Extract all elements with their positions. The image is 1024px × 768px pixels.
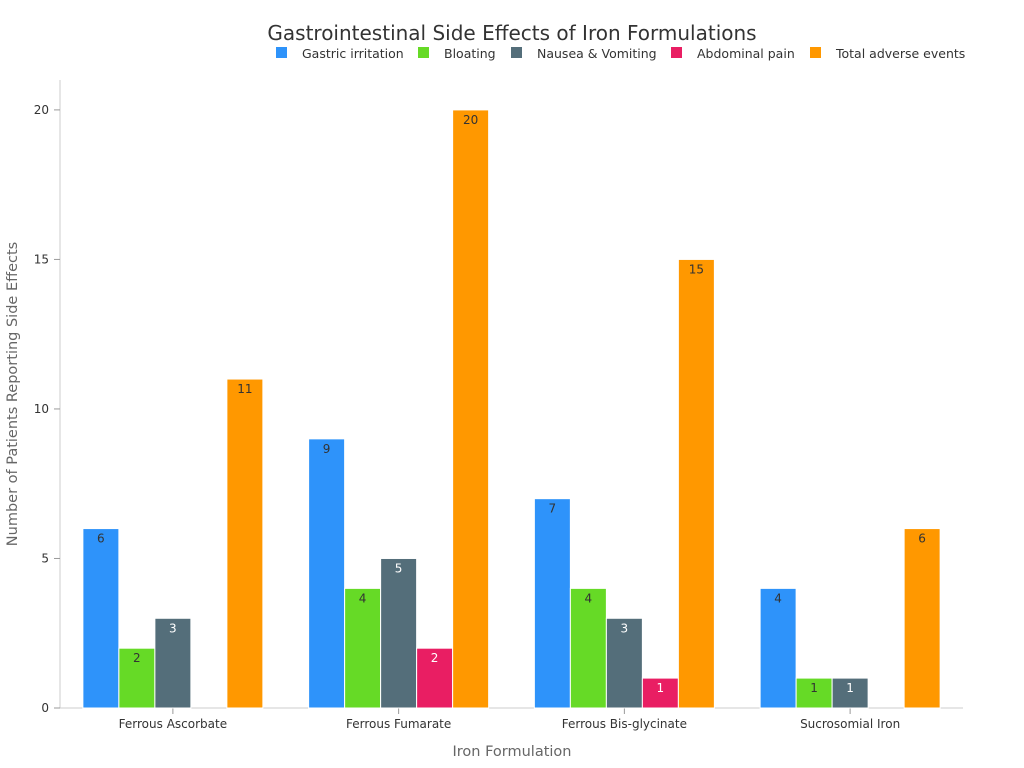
bar[interactable] xyxy=(226,378,264,709)
bar-value-label: 3 xyxy=(169,621,177,635)
bar[interactable] xyxy=(308,438,346,709)
bar-value-label: 4 xyxy=(774,591,782,605)
legend-label: Total adverse events xyxy=(835,46,965,61)
legend-swatch xyxy=(511,47,522,58)
x-tick-label: Ferrous Fumarate xyxy=(346,717,451,731)
bar-value-label: 6 xyxy=(97,532,105,546)
bar[interactable] xyxy=(82,528,120,709)
x-axis: Ferrous Ascorbate Ferrous Fumarate Ferrous… xyxy=(60,707,963,731)
bar-value-label: 2 xyxy=(431,651,439,665)
bar-value-label: 7 xyxy=(549,502,557,516)
legend-item[interactable]: Gastric irritation xyxy=(276,46,404,61)
legend-item[interactable]: Nausea & Vomiting xyxy=(511,46,657,61)
bar-value-label: 15 xyxy=(689,262,704,276)
legend-label: Abdominal pain xyxy=(697,46,795,61)
y-axis: 0 5 10 15 20 xyxy=(34,80,61,715)
bar-value-label: 20 xyxy=(463,113,478,127)
bar-value-label: 1 xyxy=(846,681,854,695)
bar-value-label: 4 xyxy=(585,591,593,605)
bar-value-label: 4 xyxy=(359,591,367,605)
y-tick-label: 20 xyxy=(34,103,49,117)
bar[interactable] xyxy=(533,498,571,709)
y-tick-label: 10 xyxy=(34,402,49,416)
bar-value-label: 9 xyxy=(323,442,331,456)
legend-label: Gastric irritation xyxy=(302,46,404,61)
bar[interactable] xyxy=(605,617,643,709)
legend-label: Nausea & Vomiting xyxy=(537,46,657,61)
bar-value-label: 5 xyxy=(395,561,403,575)
bar[interactable] xyxy=(641,677,679,709)
bar-value-label: 6 xyxy=(918,532,926,546)
legend-item[interactable]: Bloating xyxy=(418,46,496,61)
bar[interactable] xyxy=(759,587,797,709)
y-axis-label: Number of Patients Reporting Side Effect… xyxy=(5,242,21,546)
legend-item[interactable]: Total adverse events xyxy=(810,46,965,61)
legend: Gastric irritation Bloating Nausea & Vomit… xyxy=(276,46,965,61)
x-tick-label: Sucrosomial Iron xyxy=(800,717,900,731)
y-tick-label: 15 xyxy=(34,252,49,266)
bar[interactable] xyxy=(677,258,715,709)
y-tick-label: 0 xyxy=(41,701,49,715)
legend-item[interactable]: Abdominal pain xyxy=(671,46,795,61)
bar-value-label: 11 xyxy=(237,382,252,396)
bar[interactable] xyxy=(452,109,490,709)
bar[interactable] xyxy=(380,557,418,709)
legend-swatch xyxy=(810,47,821,58)
legend-swatch xyxy=(671,47,682,58)
bar[interactable] xyxy=(569,587,607,709)
bar[interactable] xyxy=(795,677,833,709)
bar[interactable] xyxy=(831,677,869,709)
bar[interactable] xyxy=(154,617,192,709)
bar[interactable] xyxy=(344,587,382,709)
y-tick-label: 5 xyxy=(41,551,49,565)
bar-value-label: 1 xyxy=(657,681,665,695)
legend-label: Bloating xyxy=(444,46,496,61)
legend-swatch xyxy=(276,47,287,58)
bar-value-label: 2 xyxy=(133,651,141,665)
x-tick-label: Ferrous Bis-glycinate xyxy=(562,717,687,731)
x-axis-label: Iron Formulation xyxy=(453,744,572,760)
bar[interactable] xyxy=(118,647,156,709)
chart-title: Gastrointestinal Side Effects of Iron Fo… xyxy=(267,21,756,45)
legend-swatch xyxy=(418,47,429,58)
bar[interactable] xyxy=(903,528,941,709)
bar-value-label: 3 xyxy=(621,621,629,635)
bar-value-label: 1 xyxy=(810,681,818,695)
x-tick-label: Ferrous Ascorbate xyxy=(119,717,227,731)
